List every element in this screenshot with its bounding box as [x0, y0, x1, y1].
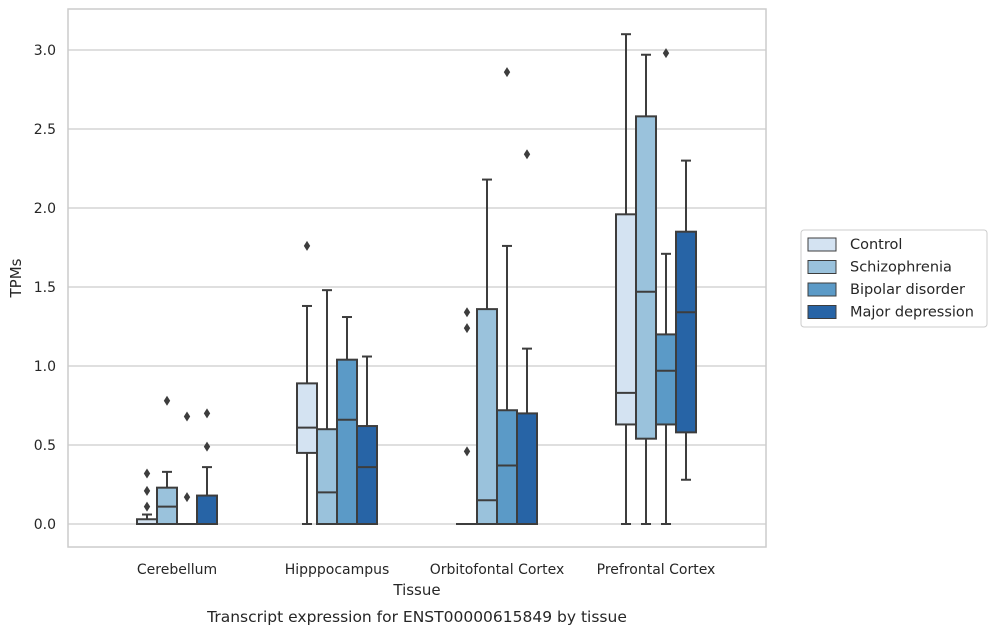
box-group — [136, 468, 158, 526]
box — [655, 333, 677, 426]
outlier-point — [203, 441, 211, 452]
legend-label: Bipolar disorder — [850, 282, 965, 298]
x-tick-label: Prefrontal Cortex — [597, 562, 716, 578]
box-group — [635, 53, 657, 525]
outlier-point — [183, 492, 191, 503]
x-tick-label: Cerebellum — [137, 562, 217, 578]
outlier-point — [503, 67, 511, 78]
box-group — [516, 149, 538, 525]
outlier-point — [203, 408, 211, 419]
y-tick-label: 1.5 — [34, 280, 56, 296]
box — [675, 230, 697, 434]
legend: Control Schizophrenia Bipolar disorder Majo… — [800, 229, 988, 328]
outlier-point — [463, 446, 471, 457]
outlier-point — [183, 411, 191, 422]
box-group — [196, 408, 218, 525]
box — [296, 382, 318, 454]
box-group — [356, 355, 378, 526]
box-group — [675, 159, 697, 481]
x-tick-label: Orbitofontal Cortex — [430, 562, 565, 578]
outlier-point — [143, 468, 151, 479]
outlier-point — [463, 323, 471, 334]
box — [635, 115, 657, 440]
legend-label: Control — [850, 237, 902, 253]
grid-lines — [68, 49, 766, 525]
box-group — [296, 240, 318, 525]
box — [516, 412, 538, 525]
chart-caption: Transcript expression for ENST0000061584… — [206, 608, 627, 626]
y-tick-label: 2.5 — [34, 122, 56, 138]
box-group — [655, 48, 677, 525]
box-group — [496, 67, 518, 525]
box — [496, 409, 518, 525]
legend-swatch — [807, 282, 837, 297]
outlier-point — [523, 149, 531, 160]
legend-swatch — [807, 305, 837, 319]
outlier-point — [662, 48, 670, 59]
legend-frame — [800, 229, 988, 328]
box — [476, 308, 498, 525]
y-tick-label: 0.0 — [34, 517, 56, 533]
box — [316, 428, 338, 526]
outlier-point — [143, 485, 151, 496]
box — [336, 358, 358, 525]
legend-label: Major depression — [850, 305, 974, 321]
y-tick-label: 0.5 — [34, 438, 56, 454]
box-groups — [136, 33, 697, 526]
outlier-point — [303, 240, 311, 251]
box-group — [156, 395, 178, 526]
x-tick-label: Hipppocampus — [285, 562, 390, 578]
y-tick-label: 2.0 — [34, 201, 56, 217]
x-axis-label: Tissue — [392, 581, 440, 599]
y-tick-label: 1.0 — [34, 359, 56, 375]
box — [356, 425, 378, 526]
box — [196, 494, 218, 525]
y-tick-labels: 0.0 0.5 1.0 1.5 2.0 2.5 3.0 — [34, 43, 56, 533]
legend-swatch — [807, 237, 837, 252]
x-tick-labels: Cerebellum Hipppocampus Orbitofontal Corte… — [137, 562, 715, 578]
legend-swatch — [807, 260, 837, 274]
legend-label: Schizophrenia — [850, 260, 952, 276]
y-axis-label: TPMs — [7, 258, 25, 298]
outlier-point — [143, 501, 151, 512]
y-tick-label: 3.0 — [34, 43, 56, 59]
plot-area — [67, 8, 767, 548]
outlier-point — [163, 395, 171, 406]
outlier-point — [463, 307, 471, 318]
